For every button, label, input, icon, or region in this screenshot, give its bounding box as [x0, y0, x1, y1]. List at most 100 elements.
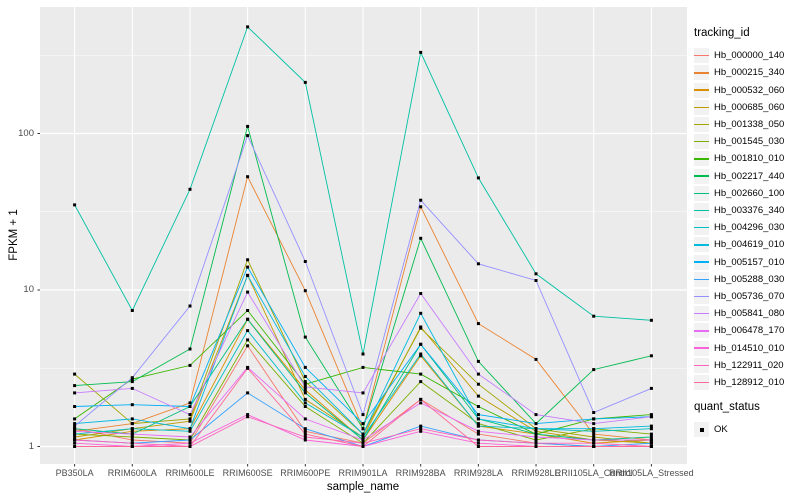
data-point [130, 386, 134, 390]
data-point [188, 438, 192, 442]
data-point [592, 422, 596, 426]
data-point [303, 417, 307, 421]
legend-key-box [694, 271, 709, 287]
legend-item-label: Hb_000532_060 [714, 84, 785, 96]
data-point [592, 445, 596, 448]
data-point [73, 384, 77, 388]
legend-item: Hb_122911_020 [694, 357, 784, 373]
legend-item-label: Hb_004296_030 [714, 222, 785, 234]
data-point [130, 438, 134, 442]
data-point [303, 380, 307, 384]
legend-item-label: Hb_004619_010 [714, 239, 785, 251]
data-point [246, 329, 250, 333]
legend-item: Hb_005157_010 [694, 254, 784, 270]
data-point [303, 435, 307, 439]
data-point [246, 273, 250, 277]
data-point [419, 401, 423, 405]
data-point [188, 363, 192, 367]
data-point [130, 309, 134, 312]
legend-title-tracking-id: tracking_id [694, 27, 750, 39]
y-tick-label: 10 [23, 284, 34, 295]
data-point [130, 422, 134, 426]
data-point [73, 405, 77, 408]
data-point [130, 403, 134, 407]
data-point [476, 359, 480, 363]
data-point [534, 429, 538, 433]
legend-key-box [694, 48, 709, 64]
data-point [73, 203, 77, 207]
data-point [592, 417, 596, 421]
x-axis-title: sample_name [326, 481, 400, 493]
legend-item: Hb_002660_100 [694, 185, 784, 201]
legend-item-label: Hb_002660_100 [714, 187, 785, 199]
data-point [361, 438, 365, 442]
legend-item-label: Hb_128912_010 [714, 377, 785, 388]
data-point [649, 424, 653, 428]
legend-item-label: Hb_001338_050 [714, 119, 785, 130]
x-tick-label: PB350LA [55, 468, 94, 478]
data-point [303, 375, 307, 378]
data-point [303, 405, 307, 408]
legend-item-label: Hb_122911_020 [714, 359, 784, 371]
x-tick-label: RRIM928BA [395, 468, 446, 478]
data-point [303, 427, 307, 431]
data-point [476, 405, 480, 408]
legend-key-line-icon [694, 312, 709, 315]
data-point [361, 445, 365, 448]
data-point [649, 386, 653, 390]
legend-key-box [694, 185, 709, 201]
data-point [303, 335, 307, 339]
data-point [246, 366, 250, 370]
legend-item: Hb_001338_050 [694, 117, 784, 133]
x-tick-label: RRIM901LA [338, 468, 388, 478]
data-point [246, 265, 250, 269]
legend-key-box [694, 289, 709, 304]
legend-key-box [694, 422, 709, 437]
x-tick-label: RRIM928LE [511, 468, 561, 478]
legend-key-box [694, 340, 709, 356]
data-point [130, 429, 134, 433]
data-point [649, 432, 653, 436]
data-point [73, 438, 77, 442]
data-point [130, 380, 134, 384]
data-point [246, 290, 250, 294]
legend-key-line-icon [694, 330, 709, 332]
data-point [73, 427, 77, 431]
data-point [188, 419, 192, 423]
legend-key-line-icon [694, 140, 709, 143]
legend-item-label: Hb_003376_340 [714, 205, 785, 216]
data-point [419, 354, 423, 358]
legend-key-line-icon [694, 295, 709, 298]
legend-item: Hb_128912_010 [694, 375, 784, 391]
legend-item: Hb_000685_060 [694, 99, 784, 115]
data-point [476, 445, 480, 448]
data-point [130, 441, 134, 445]
data-point [419, 352, 423, 356]
legend-key-line-icon [694, 364, 709, 367]
data-point [303, 397, 307, 401]
data-point [534, 435, 538, 439]
data-point [592, 411, 596, 414]
legend-key-line-icon [694, 123, 709, 126]
data-point [73, 445, 77, 448]
legend-key-line-icon [694, 158, 709, 160]
legend-item-label: Hb_006478_170 [714, 325, 785, 337]
legend-item-label: Hb_005736_070 [714, 291, 785, 302]
data-point [130, 427, 134, 431]
legend-key-box [694, 151, 709, 167]
data-point [419, 198, 423, 202]
legend-key-box [694, 99, 709, 115]
data-point [419, 372, 423, 376]
legend-key-box [694, 117, 709, 132]
legend-item-label: Hb_005841_080 [714, 308, 785, 320]
data-point [476, 432, 480, 436]
data-point [188, 445, 192, 448]
legend-item-label: Hb_000215_340 [714, 67, 785, 79]
legend-item: Hb_004296_030 [694, 220, 784, 236]
data-point [188, 405, 192, 408]
legend-item: Hb_002217_440 [694, 168, 784, 184]
legend-key-box [694, 375, 709, 390]
data-point [246, 309, 250, 312]
data-point [130, 435, 134, 439]
data-point [476, 262, 480, 266]
